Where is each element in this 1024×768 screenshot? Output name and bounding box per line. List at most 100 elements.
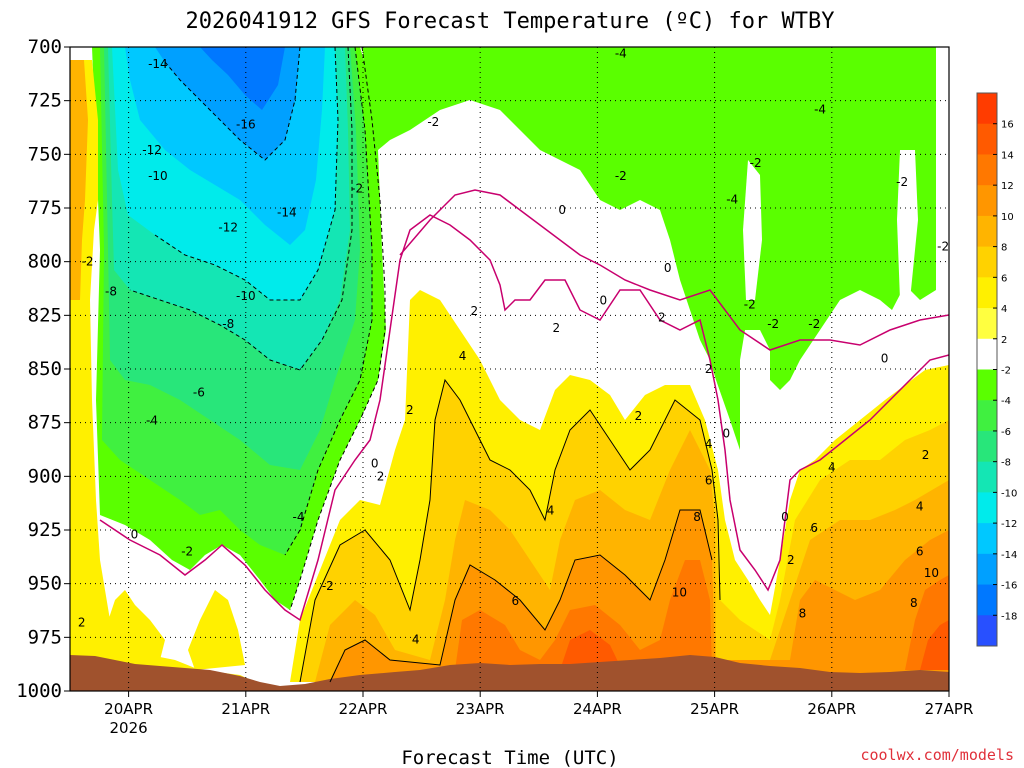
contour-label: 6 (512, 594, 520, 608)
contour-label: -2 (82, 255, 94, 269)
chart-title: 2026041912 GFS Forecast Temperature (ºC)… (185, 9, 834, 34)
colorbar-swatch (977, 93, 997, 125)
contour-label: 0 (781, 510, 789, 524)
y-tick-label: 925 (28, 519, 62, 541)
y-tick-label: 875 (28, 412, 62, 434)
region-warm-left-edge-orange (70, 60, 88, 300)
contour-label: 2 (471, 304, 479, 318)
y-tick-label: 850 (28, 358, 62, 380)
contour-label: -4 (814, 102, 826, 116)
colorbar-swatch (977, 400, 997, 432)
contour-label: 2 (787, 553, 795, 567)
contour-label: 6 (810, 521, 818, 535)
colorbar-swatch (977, 123, 997, 155)
contour-label: -16 (236, 117, 256, 131)
x-tick-label: 21APR (221, 700, 270, 718)
zero-isotherm-upper (399, 189, 949, 351)
y-tick-label: 750 (28, 143, 62, 165)
contour-label: 0 (371, 456, 379, 470)
contour-label: -10 (148, 169, 168, 183)
colorbar: 16 14 12 10 8 6 4 2 -2 -4 -6 -8 -10 -12 -14 -16 -18 (976, 92, 1017, 647)
y-tick-label: 900 (28, 465, 62, 487)
x-tick-label: 26APR (807, 700, 856, 718)
colorbar-label: -8 (1001, 458, 1011, 469)
region-minus-18 (200, 47, 285, 110)
contour-label: 4 (412, 632, 420, 646)
region-upper-right-gap-1 (743, 160, 762, 300)
region-upper-right-gap-2 (897, 150, 918, 300)
contour-label: 4 (459, 349, 467, 363)
y-tick-label: 800 (28, 251, 62, 273)
x-tick-label: 24APR (573, 700, 622, 718)
contour-minus-16 (164, 47, 301, 161)
contour-label: -14 (148, 57, 168, 71)
colorbar-swatch (977, 523, 997, 555)
contour-label: 2 (635, 409, 643, 423)
contour-label: 0 (722, 426, 730, 440)
credit-text: coolwx.com/models (860, 746, 1014, 764)
colorbar-label: -14 (1001, 550, 1017, 561)
x-tick-label: 25APR (690, 700, 739, 718)
region-warm-left-edge (70, 60, 255, 682)
colorbar-label: -10 (1001, 488, 1017, 499)
contour-label: 8 (910, 596, 918, 610)
region-warm-left-bump-2 (188, 590, 245, 670)
terrain (70, 655, 949, 691)
x-axis-label: Forecast Time (UTC) (401, 747, 618, 768)
filled-regions (70, 47, 949, 691)
contour-label: 0 (558, 203, 566, 217)
colorbar-swatch (977, 369, 997, 401)
contour-minus-4 (284, 47, 373, 556)
colorbar-label: 8 (1001, 243, 1007, 254)
contour-lines (99, 47, 949, 683)
colorbar-swatch (977, 615, 997, 647)
contour-label: -4 (615, 46, 627, 60)
contour-label: 6 (916, 544, 924, 558)
colorbar-swatch (977, 308, 997, 340)
contour-label: -2 (808, 317, 820, 331)
contour-label: -2 (181, 544, 193, 558)
colorbar-label: -18 (1001, 611, 1017, 622)
colorbar-label: -16 (1001, 581, 1017, 592)
colorbar-label: 10 (1001, 212, 1014, 223)
contour-label: 2 (553, 321, 561, 335)
contour-label: 4 (547, 504, 555, 518)
colorbar-label: 12 (1001, 181, 1014, 192)
contour-label: -2 (427, 115, 439, 129)
colorbar-label: -2 (1001, 366, 1011, 377)
y-tick-label: 825 (28, 304, 62, 326)
colorbar-swatch (977, 185, 997, 217)
x-tick-label: 20APR (104, 700, 153, 718)
contour-label: 0 (881, 351, 889, 365)
contour-label: -2 (767, 317, 779, 331)
contour-label: 0 (131, 527, 139, 541)
contour-label: -8 (105, 285, 117, 299)
y-tick-label: 975 (28, 626, 62, 648)
contour-label: -6 (193, 386, 205, 400)
contour-label: -12 (218, 220, 238, 234)
contour-label: -14 (277, 205, 297, 219)
x-tick-sublabel: 2026 (110, 719, 148, 737)
y-tick-label: 775 (28, 197, 62, 219)
contour-label: -2 (351, 182, 363, 196)
colorbar-label: 14 (1001, 150, 1014, 161)
colorbar-swatch (977, 277, 997, 309)
colorbar-label: 6 (1001, 273, 1007, 284)
colorbar-swatch (977, 430, 997, 463)
y-axis: 700 725 750 775 800 825 850 875 900 925 950 975 1000 (16, 36, 70, 702)
contour-label: 2 (705, 362, 713, 376)
y-tick-label: 700 (28, 36, 62, 58)
region-upper-right-green (362, 47, 936, 450)
contour-label: -4 (146, 414, 158, 428)
contour-label: 4 (705, 437, 713, 451)
contour-label: 4 (828, 461, 836, 475)
contour-label: 10 (672, 585, 687, 599)
region-warm-main-orange-10 (455, 560, 712, 670)
contour-label: 0 (599, 293, 607, 307)
contour-label: -4 (726, 192, 738, 206)
contour-label: 2 (922, 448, 930, 462)
colorbar-label: -12 (1001, 519, 1017, 530)
zero-isotherm-left (99, 214, 949, 622)
colorbar-swatch (977, 584, 997, 616)
